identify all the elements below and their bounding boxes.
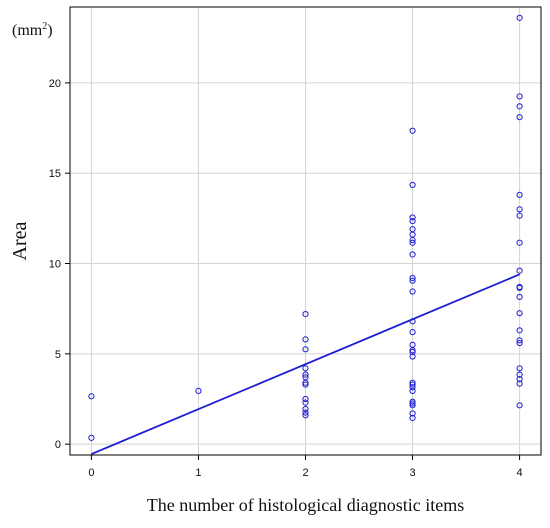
data-point (516, 376, 523, 383)
data-point (302, 310, 309, 318)
data-point (409, 379, 416, 386)
data-point (195, 387, 202, 394)
data-point (302, 336, 309, 343)
data-point (409, 353, 416, 360)
y-axis-title: Area (9, 221, 31, 260)
data-point (516, 293, 523, 301)
data-point (516, 380, 523, 387)
data-point (516, 337, 523, 344)
data-point (409, 277, 416, 284)
data-point (409, 239, 416, 246)
data-point (409, 251, 416, 258)
data-point (409, 400, 416, 407)
data-point (302, 381, 309, 388)
data-point (516, 191, 523, 198)
data-point (409, 288, 416, 295)
gridlines (70, 7, 541, 455)
data-point (302, 346, 309, 353)
data-point (409, 347, 416, 354)
y-tick-label: 15 (49, 168, 61, 180)
regression-line (91, 273, 520, 455)
y-axis-unit-suffix: ) (47, 22, 52, 39)
data-point (302, 405, 309, 413)
y-tick-label: 20 (49, 78, 61, 90)
data-point (516, 239, 523, 246)
data-point (409, 414, 416, 422)
data-point (302, 412, 309, 419)
data-point (88, 434, 95, 441)
data-point (302, 379, 309, 386)
data-point (516, 93, 523, 100)
y-axis-unit-superscript: 2 (42, 21, 47, 32)
data-point (409, 181, 416, 189)
data-point (409, 402, 416, 409)
data-point (409, 381, 416, 388)
data-point (302, 365, 309, 372)
data-point (409, 348, 416, 356)
data-point (516, 327, 523, 334)
y-tick-label: 0 (55, 439, 61, 451)
data-point (516, 103, 523, 110)
data-point (409, 398, 416, 405)
data-point (302, 371, 309, 378)
data-point (516, 212, 523, 219)
x-tick-label: 2 (302, 467, 308, 479)
x-tick-label: 1 (195, 467, 201, 479)
y-axis-unit-prefix: (mm (12, 22, 43, 39)
data-point (409, 127, 416, 134)
data-point (409, 387, 416, 394)
data-point (409, 329, 416, 336)
data-point (409, 217, 416, 225)
data-point (516, 371, 523, 378)
data-point (88, 393, 95, 400)
axis-ticks: 0 1 2 3 4 0 5 10 15 20 (49, 78, 523, 479)
data-point (409, 214, 416, 221)
x-tick-label: 0 (88, 467, 94, 479)
y-axis-unit-label: (mm2) (12, 21, 53, 39)
data-point (409, 274, 416, 282)
data-point (516, 267, 523, 274)
x-axis-title: The number of histological diagnostic it… (147, 495, 464, 515)
data-point (302, 399, 309, 406)
data-point (409, 236, 416, 244)
data-point (516, 310, 523, 317)
x-tick-label: 4 (517, 467, 523, 479)
data-point (516, 14, 523, 21)
data-point (302, 409, 309, 416)
data-point (516, 114, 523, 121)
y-tick-label: 10 (49, 259, 61, 271)
data-point (516, 402, 523, 409)
data-point (409, 410, 416, 417)
x-tick-label: 3 (409, 467, 415, 479)
y-tick-label: 5 (55, 349, 61, 361)
data-layer (88, 14, 523, 455)
data-point (516, 206, 523, 213)
data-point (516, 339, 523, 347)
data-point (302, 395, 309, 403)
data-point (409, 384, 416, 391)
data-point (516, 284, 523, 292)
data-point (516, 365, 523, 372)
